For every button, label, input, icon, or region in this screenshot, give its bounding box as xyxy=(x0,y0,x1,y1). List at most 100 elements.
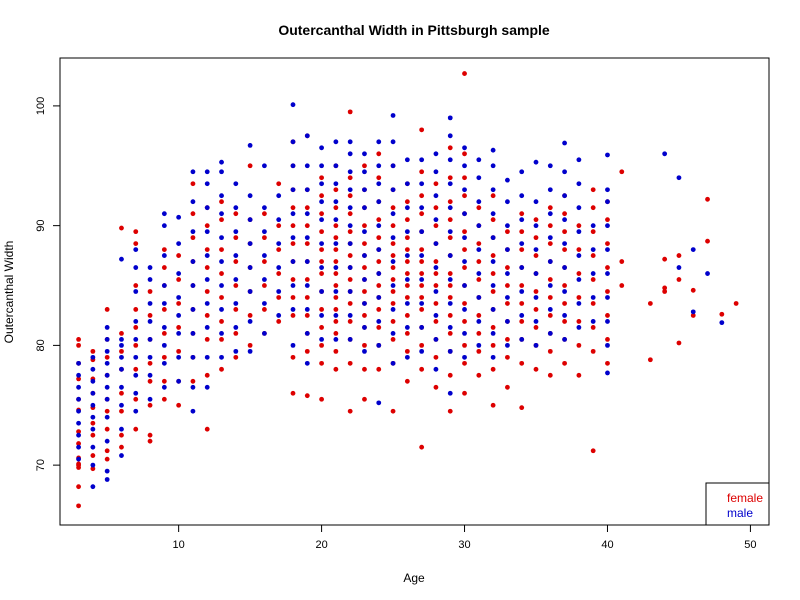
female-point xyxy=(362,289,367,294)
male-point xyxy=(76,360,81,366)
male-point xyxy=(547,163,553,169)
male-point xyxy=(247,265,253,270)
male-point xyxy=(219,159,224,165)
female-point xyxy=(490,366,496,372)
female-point xyxy=(404,247,410,252)
female-point xyxy=(204,265,210,270)
male-point xyxy=(605,187,610,193)
legend-label-female: female xyxy=(727,491,763,505)
male-point xyxy=(133,354,139,360)
male-point xyxy=(104,396,110,402)
female-point xyxy=(204,313,210,318)
male-point xyxy=(419,205,425,211)
male-point xyxy=(104,468,110,474)
male-point xyxy=(104,325,110,330)
female-point xyxy=(304,223,310,229)
series-male xyxy=(76,102,725,490)
female-point xyxy=(119,331,124,336)
male-point xyxy=(362,151,367,157)
male-point xyxy=(347,337,353,342)
male-point xyxy=(419,253,425,258)
male-point xyxy=(119,256,124,262)
female-point xyxy=(333,331,339,336)
female-point xyxy=(276,319,282,324)
x-tick-label: 30 xyxy=(458,539,470,551)
female-point xyxy=(219,319,224,324)
female-point xyxy=(176,325,182,330)
female-point xyxy=(462,301,467,306)
female-point xyxy=(333,307,339,312)
female-point xyxy=(619,169,625,175)
female-point xyxy=(419,444,425,450)
male-point xyxy=(490,163,496,169)
female-point xyxy=(547,295,553,300)
male-point xyxy=(519,193,525,199)
male-point xyxy=(190,169,196,175)
male-point xyxy=(290,259,296,264)
female-point xyxy=(104,408,110,414)
female-point xyxy=(605,217,610,223)
male-point xyxy=(147,265,153,270)
male-point xyxy=(576,253,582,258)
x-tick-label: 50 xyxy=(744,539,756,551)
points-layer xyxy=(76,71,739,509)
female-point xyxy=(505,229,510,235)
male-point xyxy=(476,175,482,181)
female-point xyxy=(390,205,396,211)
male-point xyxy=(233,229,239,235)
male-point xyxy=(161,384,167,390)
female-point xyxy=(605,241,610,247)
male-point xyxy=(347,241,353,247)
male-point xyxy=(190,229,196,235)
male-point xyxy=(204,181,210,187)
female-point xyxy=(547,372,553,378)
male-point xyxy=(133,408,139,414)
male-point xyxy=(133,372,139,378)
female-point xyxy=(576,295,582,300)
female-point xyxy=(133,241,139,247)
male-point xyxy=(219,354,224,360)
male-point xyxy=(233,253,239,258)
female-point xyxy=(76,441,81,446)
legend-box xyxy=(705,482,770,526)
male-point xyxy=(547,211,553,217)
male-point xyxy=(161,360,167,366)
female-point xyxy=(447,175,453,181)
female-point xyxy=(547,348,553,354)
female-point xyxy=(304,241,310,247)
female-point xyxy=(76,484,81,490)
female-point xyxy=(519,211,525,217)
male-point xyxy=(390,307,396,312)
female-point xyxy=(290,313,296,318)
female-point xyxy=(390,277,396,282)
male-point xyxy=(505,199,510,205)
male-point xyxy=(376,181,382,187)
male-point xyxy=(476,271,482,276)
male-point xyxy=(419,325,425,330)
legend-label-male: male xyxy=(727,506,753,520)
male-point xyxy=(447,115,453,121)
female-point xyxy=(204,372,210,378)
female-point xyxy=(447,235,453,241)
female-point xyxy=(347,277,353,282)
female-point xyxy=(619,259,625,264)
male-point xyxy=(219,283,224,288)
female-point xyxy=(533,307,539,312)
female-point xyxy=(433,205,439,211)
female-point xyxy=(505,384,510,390)
male-point xyxy=(161,325,167,330)
female-point xyxy=(304,205,310,211)
male-point xyxy=(419,157,425,163)
female-point xyxy=(462,229,467,235)
female-point xyxy=(590,325,596,330)
male-point xyxy=(533,223,539,229)
male-point xyxy=(219,307,224,312)
male-point xyxy=(576,181,582,187)
male-point xyxy=(562,337,567,342)
female-point xyxy=(147,360,153,366)
male-point xyxy=(333,163,339,169)
male-point xyxy=(333,181,339,187)
male-point xyxy=(505,177,510,183)
female-point xyxy=(376,235,382,241)
